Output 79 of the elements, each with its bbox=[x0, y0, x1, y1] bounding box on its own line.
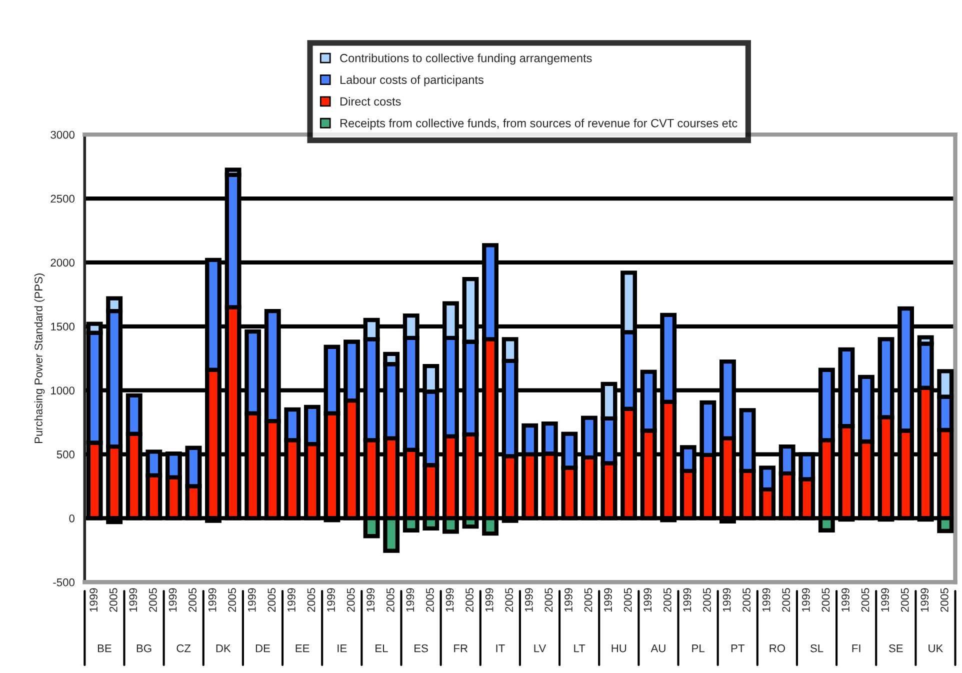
x-tick-label: 2005 bbox=[822, 588, 830, 612]
y-tick-label: 1500 bbox=[51, 322, 74, 331]
y-tick-label: 1000 bbox=[51, 386, 74, 394]
x-tick-label: 2005 bbox=[149, 588, 157, 612]
x-tick-label: 2005 bbox=[466, 588, 474, 612]
x-tick-label: 2005 bbox=[544, 588, 553, 612]
x-tick-label: 1999 bbox=[248, 588, 256, 612]
text: FI bbox=[852, 644, 860, 652]
y-tick-label: 0 bbox=[69, 514, 74, 522]
x-tick-label: 2005 bbox=[900, 588, 909, 612]
x-tick-label: 1999 bbox=[683, 588, 692, 612]
text: SE bbox=[889, 644, 903, 652]
x-tick-label: 1999 bbox=[129, 588, 138, 612]
x-tick-label: 2005 bbox=[663, 588, 672, 612]
text: RO bbox=[770, 644, 785, 652]
text: AU bbox=[650, 644, 666, 652]
y-tick-label: -500 bbox=[53, 578, 74, 586]
x-tick-label: 2005 bbox=[861, 588, 870, 612]
text: ES bbox=[414, 644, 428, 652]
x-tick-label: 1999 bbox=[208, 588, 216, 612]
text: IE bbox=[338, 644, 347, 652]
x-tick-label: 2005 bbox=[109, 588, 118, 612]
text: PL bbox=[692, 644, 704, 652]
text: LT bbox=[574, 644, 586, 652]
x-tick-label: 2005 bbox=[505, 588, 514, 612]
x-tick-label: 2005 bbox=[782, 588, 790, 612]
x-tick-label: 2005 bbox=[228, 588, 236, 612]
x-tick-label: 1999 bbox=[564, 588, 572, 612]
legend-label: Contributions to collective funding arrangements bbox=[340, 54, 592, 65]
x-tick-label: 2005 bbox=[703, 588, 711, 612]
x-tick-label: 2005 bbox=[584, 588, 592, 612]
x-tick-label: 1999 bbox=[168, 588, 177, 612]
x-tick-label: 1999 bbox=[90, 588, 98, 612]
x-tick-label: 1999 bbox=[366, 588, 375, 612]
y-tick-label: 3000 bbox=[50, 130, 74, 139]
text: BG bbox=[136, 644, 152, 652]
x-tick-label: 2005 bbox=[346, 588, 355, 612]
x-tick-label: 1999 bbox=[722, 588, 731, 612]
x-tick-label: 2005 bbox=[940, 588, 948, 612]
legend-label: Direct costs bbox=[340, 96, 401, 106]
text: PT bbox=[731, 644, 744, 652]
x-tick-label: 2005 bbox=[188, 588, 196, 612]
x-tick-label: 1999 bbox=[485, 588, 494, 612]
y-axis-title: Purchasing Power Standard (PPS) bbox=[34, 274, 45, 443]
x-tick-label: 2005 bbox=[624, 588, 632, 612]
x-tick-label: 2005 bbox=[307, 588, 316, 612]
x-tick-label: 2005 bbox=[268, 588, 276, 612]
text: BE bbox=[98, 644, 112, 652]
x-tick-label: 1999 bbox=[524, 588, 533, 612]
text: EL bbox=[376, 644, 388, 652]
text: HU bbox=[612, 644, 626, 652]
y-tick-label: 500 bbox=[56, 450, 74, 458]
text: SL bbox=[810, 644, 824, 652]
text: FR bbox=[454, 644, 468, 652]
x-tick-label: 2005 bbox=[742, 588, 750, 612]
x-tick-label: 1999 bbox=[406, 588, 414, 612]
text: IT bbox=[496, 644, 505, 652]
text: EE bbox=[296, 644, 310, 652]
x-tick-label: 1999 bbox=[920, 588, 929, 612]
text: DK bbox=[216, 644, 231, 652]
x-tick-label: 1999 bbox=[446, 588, 454, 612]
text: CZ bbox=[176, 644, 191, 652]
legend-label: Receipts from collective funds, from sources of revenue for CVT courses etc bbox=[340, 118, 738, 130]
x-tick-label: 1999 bbox=[327, 588, 335, 612]
x-tick-label: 1999 bbox=[802, 588, 810, 612]
y-tick-label: 2000 bbox=[50, 258, 74, 267]
text: UK bbox=[928, 644, 944, 652]
text: DE bbox=[256, 644, 270, 652]
x-tick-label: 1999 bbox=[881, 588, 889, 612]
text: LV bbox=[534, 644, 546, 652]
x-tick-label: 1999 bbox=[604, 588, 612, 612]
x-tick-label: 2005 bbox=[386, 588, 394, 612]
x-tick-label: 2005 bbox=[426, 588, 434, 612]
y-tick-label: 2500 bbox=[50, 194, 74, 203]
x-tick-label: 1999 bbox=[288, 588, 296, 612]
x-tick-label: 1999 bbox=[762, 588, 770, 612]
legend-label: Labour costs of participants bbox=[340, 75, 484, 86]
x-tick-label: 1999 bbox=[644, 588, 652, 612]
x-tick-label: 1999 bbox=[842, 588, 850, 612]
